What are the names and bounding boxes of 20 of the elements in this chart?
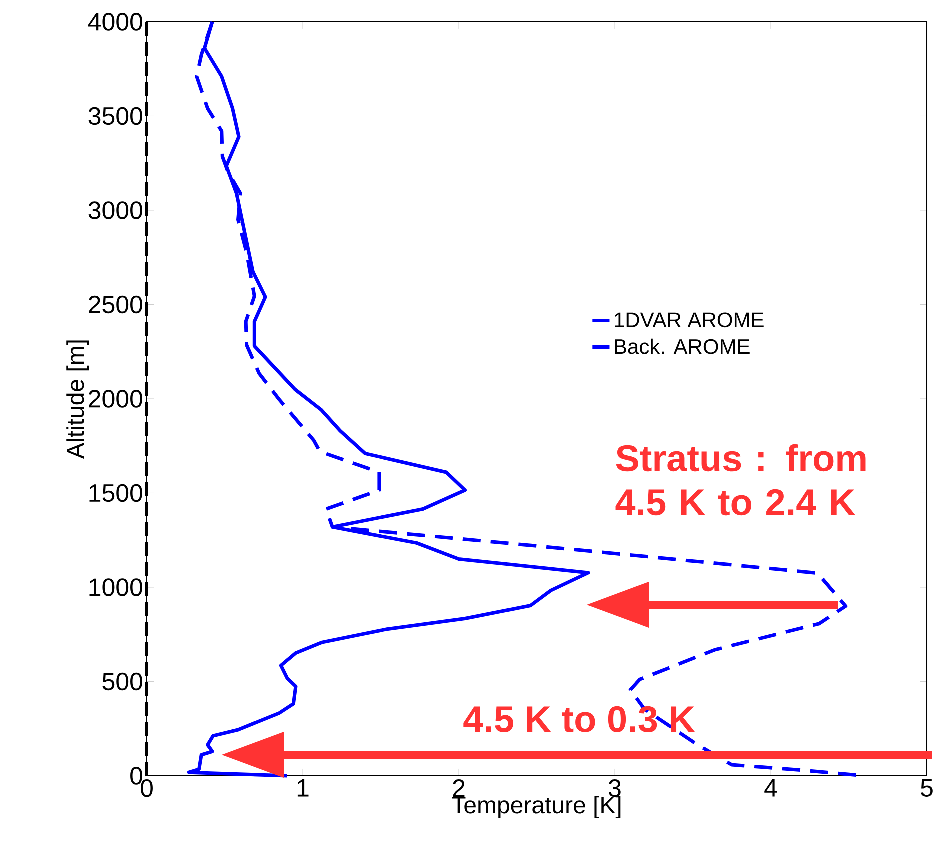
x-tick-label: 4: [764, 780, 778, 797]
x-axis-title: Temperature [K]: [452, 796, 621, 818]
y-tick-label: 500: [102, 672, 142, 691]
x-tick-label: 5: [921, 780, 933, 797]
x-tick-label: 1: [298, 780, 309, 797]
annotation: Stratus : from 4.5 K to 2.4 K: [616, 444, 866, 516]
y-tick-label: 2500: [89, 296, 142, 314]
y-tick-label: 0: [130, 767, 142, 785]
y-tick-label: 4000: [88, 13, 142, 31]
x-tick-label: 3: [609, 780, 621, 798]
y-tick-label: 3000: [88, 202, 142, 220]
y-tick-label: 2000: [89, 390, 142, 408]
y-tick-label: 1500: [90, 484, 142, 502]
legend-label: Back. AROME: [615, 338, 750, 354]
x-tick-label: 2: [453, 780, 465, 797]
y-tick-label: 1000: [90, 578, 142, 596]
annotation: 4.5 K to 0.3 K: [464, 706, 696, 733]
y-axis-title: Altitude [m]: [66, 340, 89, 459]
y-tick-label: 3500: [88, 107, 142, 126]
legend-label: 1DVAR AROME: [615, 312, 764, 328]
